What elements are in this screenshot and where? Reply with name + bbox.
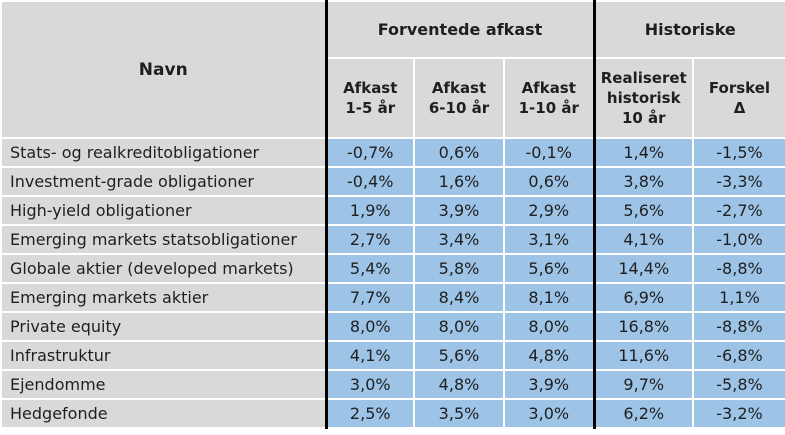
value-cell: -3,2%: [692, 398, 785, 429]
value-cell: 5,8%: [413, 253, 505, 284]
value-cell: 8,0%: [503, 311, 595, 342]
value-cell: 8,0%: [413, 311, 505, 342]
value-cell: -0,4%: [324, 166, 415, 197]
value-cell: 0,6%: [413, 137, 505, 168]
value-cell: 3,5%: [413, 398, 505, 429]
value-cell: 1,1%: [692, 282, 785, 313]
value-cell: 2,9%: [503, 195, 595, 226]
sub-header-return-1-5: Afkast 1-5 år: [324, 57, 415, 139]
value-cell: -1,5%: [692, 137, 785, 168]
value-cell: 1,4%: [592, 137, 694, 168]
value-cell: 5,6%: [413, 340, 505, 371]
sub-header-return-1-10: Afkast 1-10 år: [503, 57, 595, 139]
value-cell: -3,3%: [692, 166, 785, 197]
row-name: Private equity: [0, 311, 327, 342]
value-cell: 4,8%: [413, 369, 505, 400]
value-cell: 11,6%: [592, 340, 694, 371]
table-row: Infrastruktur 4,1% 5,6% 4,8% 11,6% -6,8%: [0, 340, 785, 371]
value-cell: 6,9%: [592, 282, 694, 313]
group-header-row: Navn Forventede afkast Historiske: [0, 0, 785, 139]
value-cell: 3,9%: [503, 369, 595, 400]
value-cell: 5,6%: [592, 195, 694, 226]
value-cell: 3,8%: [592, 166, 694, 197]
sub-header-row: Afkast 1-5 år Afkast 6-10 år Afkast 1-10…: [1, 57, 785, 139]
value-cell: 14,4%: [592, 253, 694, 284]
value-cell: 4,1%: [592, 224, 694, 255]
value-cell: 9,7%: [592, 369, 694, 400]
value-cell: 3,0%: [324, 369, 415, 400]
value-cell: 1,6%: [413, 166, 505, 197]
group-header-expected-returns: Forventede afkast: [324, 0, 595, 59]
table-row: Globale aktier (developed markets) 5,4% …: [0, 253, 785, 284]
value-cell: -5,8%: [692, 369, 785, 400]
table-row: Investment-grade obligationer -0,4% 1,6%…: [0, 166, 785, 197]
value-cell: -8,8%: [692, 311, 785, 342]
value-cell: 8,0%: [324, 311, 415, 342]
row-name: Emerging markets aktier: [0, 282, 327, 313]
value-cell: 6,2%: [592, 398, 694, 429]
value-cell: -8,8%: [692, 253, 785, 284]
value-cell: 4,1%: [324, 340, 415, 371]
value-cell: 3,0%: [503, 398, 595, 429]
value-cell: -0,1%: [503, 137, 595, 168]
table-row: Hedgefonde 2,5% 3,5% 3,0% 6,2% -3,2%: [0, 398, 785, 429]
value-cell: 5,6%: [503, 253, 595, 284]
sub-header-difference-delta: Forskel Δ: [692, 57, 785, 139]
row-name: Investment-grade obligationer: [0, 166, 327, 197]
value-cell: 2,5%: [324, 398, 415, 429]
value-cell: 16,8%: [592, 311, 694, 342]
value-cell: 0,6%: [503, 166, 595, 197]
table-row: Ejendomme 3,0% 4,8% 3,9% 9,7% -5,8%: [0, 369, 785, 400]
value-cell: 3,1%: [503, 224, 595, 255]
table-row: Private equity 8,0% 8,0% 8,0% 16,8% -8,8…: [0, 311, 785, 342]
table-row: Stats- og realkreditobligationer -0,7% 0…: [0, 137, 785, 168]
group-header-historical: Historiske: [592, 0, 785, 59]
table-row: High-yield obligationer 1,9% 3,9% 2,9% 5…: [0, 195, 785, 226]
value-cell: -1,0%: [692, 224, 785, 255]
sub-header-return-6-10: Afkast 6-10 år: [413, 57, 505, 139]
value-cell: 8,4%: [413, 282, 505, 313]
value-cell: 2,7%: [324, 224, 415, 255]
table-row: Emerging markets aktier 7,7% 8,4% 8,1% 6…: [0, 282, 785, 313]
value-cell: -0,7%: [324, 137, 415, 168]
name-column-header: Navn: [0, 0, 327, 139]
row-name: Hedgefonde: [0, 398, 327, 429]
value-cell: 8,1%: [503, 282, 595, 313]
row-name: Globale aktier (developed markets): [0, 253, 327, 284]
row-name: Emerging markets statsobligationer: [0, 224, 327, 255]
row-name: Infrastruktur: [0, 340, 327, 371]
value-cell: 7,7%: [324, 282, 415, 313]
value-cell: -2,7%: [692, 195, 785, 226]
row-name: Ejendomme: [0, 369, 327, 400]
value-cell: 3,9%: [413, 195, 505, 226]
table-row: Emerging markets statsobligationer 2,7% …: [0, 224, 785, 255]
value-cell: 1,9%: [324, 195, 415, 226]
value-cell: 4,8%: [503, 340, 595, 371]
row-name: High-yield obligationer: [0, 195, 327, 226]
value-cell: -6,8%: [692, 340, 785, 371]
row-name: Stats- og realkreditobligationer: [0, 137, 327, 168]
value-cell: 5,4%: [324, 253, 415, 284]
value-cell: 3,4%: [413, 224, 505, 255]
sub-header-realized-historical: Realiseret historisk 10 år: [592, 57, 694, 139]
